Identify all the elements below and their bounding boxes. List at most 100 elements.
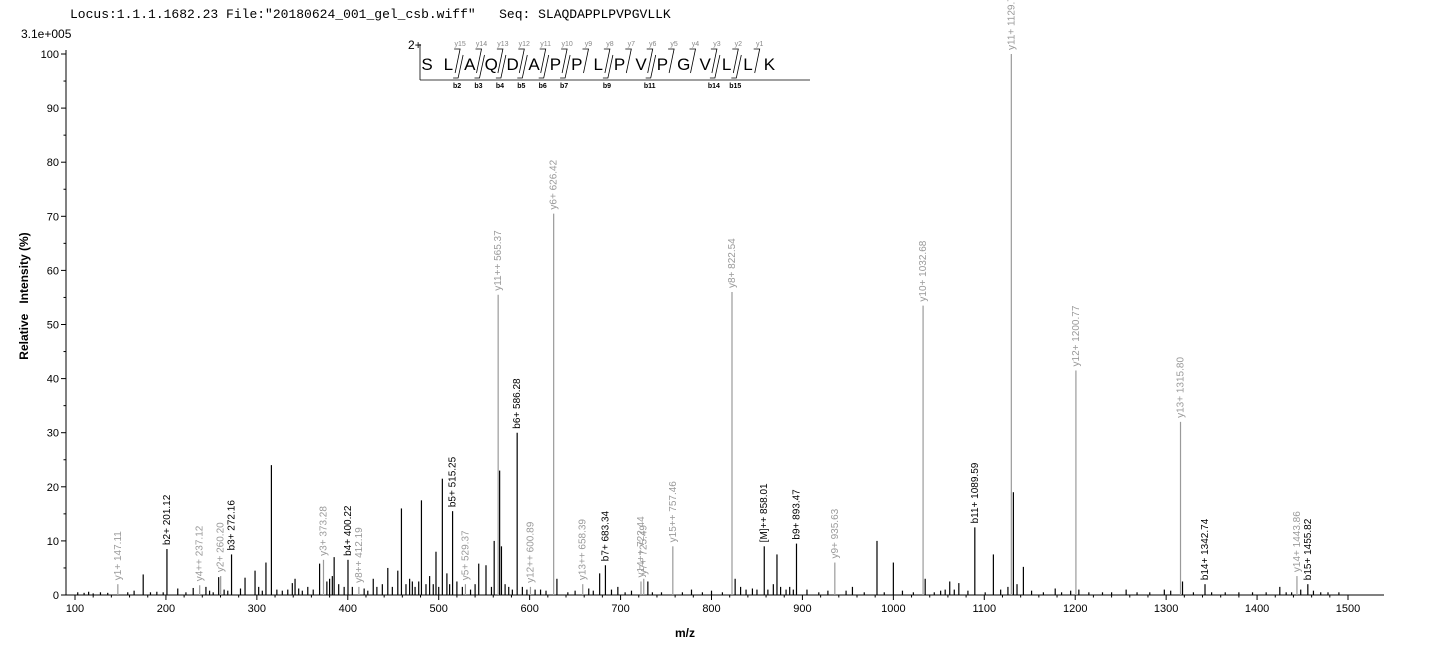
sequence-residue: D	[506, 55, 518, 74]
b-ion-marker-label: b2	[453, 83, 461, 90]
b-ion-marker-label: b15	[729, 83, 741, 90]
sequence-residue: A	[464, 55, 476, 74]
x-tick-label: 1200	[1063, 603, 1087, 615]
peak-label-y-ion: y3+ 373.28	[318, 506, 329, 556]
y-ion-marker-label: y9	[585, 41, 593, 48]
y-ion-cleavage-mark	[454, 48, 461, 74]
peak-label-y-ion: y11++ 565.37	[493, 230, 504, 291]
y-tick-label: 100	[41, 49, 59, 61]
peak-label-y-ion: y10+ 1032.68	[918, 240, 929, 301]
y-tick-label: 0	[53, 590, 59, 602]
b-ion-cleavage-mark	[560, 54, 571, 79]
sequence-residue: V	[700, 55, 712, 74]
x-tick-label: 1500	[1336, 603, 1360, 615]
peak-label-b-ion: b11+ 1089.59	[970, 462, 981, 523]
b-ion-cleavage-mark	[731, 54, 742, 79]
peak-label-y-ion: y12++ 600.89	[525, 521, 536, 583]
sequence-residue: P	[614, 55, 625, 74]
b-ion-cleavage-mark	[709, 54, 721, 79]
x-tick-label: 800	[702, 603, 720, 615]
y-ion-cleavage-mark	[689, 48, 696, 74]
peak-label-y-ion: y6+ 626.42	[549, 159, 560, 209]
y-tick-label: 90	[47, 103, 59, 115]
y-ion-cleavage-mark	[668, 48, 675, 74]
peak-label-y-ion: y8+ 822.54	[727, 238, 738, 288]
y-ion-marker-label: y4	[692, 41, 700, 48]
b-ion-cleavage-mark	[602, 54, 614, 79]
x-tick-label: 100	[66, 603, 84, 615]
y-ion-cleavage-mark	[518, 48, 525, 74]
peak-label-y-ion: y12+ 1200.77	[1071, 305, 1082, 366]
y-ion-marker-label: y1	[756, 41, 764, 48]
sequence-residue: K	[764, 55, 776, 74]
y-ion-cleavage-mark	[710, 48, 718, 74]
y-ion-cleavage-mark	[475, 48, 482, 74]
b-ion-marker-label: b14	[708, 83, 720, 90]
sequence-residue: L	[743, 55, 752, 74]
peak-bars	[77, 54, 1340, 595]
b-ion-cleavage-mark	[517, 54, 528, 79]
b-ion-cleavage-mark	[453, 54, 464, 79]
peak-label-y-ion: y1+ 147.11	[113, 531, 124, 580]
peak-label-b-ion: b2+ 201.12	[162, 494, 173, 545]
y-tick-label: 50	[47, 320, 59, 332]
y-ion-cleavage-mark	[646, 48, 654, 74]
x-axis-title: m/z	[675, 626, 695, 640]
y-tick-label: 80	[47, 157, 59, 169]
peak-label-y-ion: y4++ 237.12	[195, 525, 206, 581]
intensity-scale-label: 3.1e+005	[21, 27, 72, 41]
y-ion-marker-label: y7	[628, 41, 636, 48]
y-ion-marker-label: y15	[454, 41, 465, 48]
y-ion-marker-label: y8	[606, 41, 614, 48]
y-ion-marker-label: y6	[649, 41, 657, 48]
y-ion-cleavage-mark	[582, 48, 589, 74]
y-ion-marker-label: y5	[670, 41, 678, 48]
sequence-residue: L	[444, 55, 453, 74]
sequence-residue: Q	[485, 55, 498, 74]
peak-label-y-ion: y13+ 1315.80	[1176, 357, 1187, 418]
b-ion-cleavage-mark	[495, 54, 507, 79]
y-axis-title: Relative Intensity (%)	[17, 232, 31, 359]
y-ion-cleavage-mark	[561, 48, 568, 74]
x-tick-label: 1100	[972, 603, 996, 615]
peak-label-y-ion: y15++ 757.46	[668, 481, 679, 543]
peak-label-y-ion: y2+ 260.20	[216, 522, 227, 572]
sequence-residue: S	[421, 55, 432, 74]
y-ion-marker-label: y3	[713, 41, 721, 48]
y-tick-label: 70	[47, 211, 59, 223]
sequence-residue: V	[635, 55, 647, 74]
peak-label-b-ion: b9+ 893.47	[791, 489, 802, 540]
sequence-residue: P	[550, 55, 561, 74]
peak-label-y-ion: y14+ 1443.86	[1292, 511, 1303, 572]
peak-label-y-ion: y7+ 725.49	[639, 525, 650, 575]
b-ion-marker-label: b9	[603, 83, 611, 90]
b-ion-cleavage-mark	[538, 54, 550, 79]
x-tick-label: 900	[793, 603, 811, 615]
y-tick-label: 60	[47, 265, 59, 277]
y-ion-cleavage-mark	[625, 48, 632, 74]
peak-label-y-ion: y11+ 1129.73	[1006, 0, 1017, 50]
y-ion-cleavage-mark	[732, 48, 739, 74]
b-ion-cleavage-mark	[474, 54, 485, 79]
peak-label-b-ion: b6+ 586.28	[512, 378, 523, 429]
y-tick-label: 10	[47, 536, 59, 548]
y-ion-marker-label: y14	[476, 41, 487, 48]
locus-text: Locus:1.1.1.1682.23	[70, 7, 219, 22]
sequence-residue: G	[677, 55, 690, 74]
sequence-residue: P	[571, 55, 582, 74]
y-ion-marker-label: y2	[735, 41, 743, 48]
x-tick-label: 600	[520, 603, 538, 615]
y-tick-label: 40	[47, 374, 59, 386]
chart-axes: 100 200 300 400 500 600 700 800 900 1000 1100 1200 1…	[41, 49, 1384, 615]
y-ion-cleavage-mark	[496, 48, 504, 74]
x-tick-label: 1000	[881, 603, 905, 615]
peak-label-b-ion: b15+ 1455.82	[1303, 518, 1314, 580]
peak-label-b-ion: b14+ 1342.74	[1200, 518, 1211, 580]
sequence-residue: L	[722, 55, 731, 74]
x-tick-label: 200	[157, 603, 175, 615]
b-ion-cleavage-mark	[645, 54, 657, 79]
file-info-header: Locus:1.1.1.1682.23 File:"20180624_001_g…	[70, 7, 671, 22]
peak-label-b-ion: b5+ 515.25	[448, 456, 459, 507]
y-tick-label: 30	[47, 428, 59, 440]
